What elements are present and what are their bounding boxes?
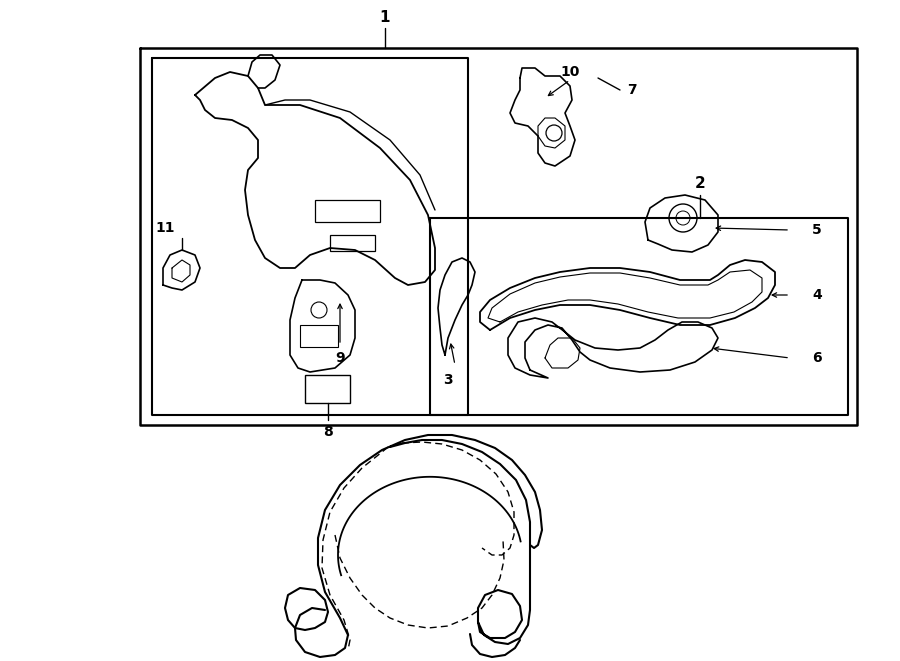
Bar [330,235,375,251]
Text: 10: 10 [561,65,580,79]
Text: 2: 2 [695,176,706,190]
Text: 11: 11 [155,221,175,235]
Bar [315,200,380,222]
Text: 6: 6 [812,351,822,365]
Text: 3: 3 [443,373,453,387]
Text: 5: 5 [812,223,822,237]
Text: 9: 9 [335,351,345,365]
Text: 4: 4 [812,288,822,302]
Bar [305,375,350,403]
Bar [300,325,338,347]
Text: 8: 8 [323,425,333,439]
Text: 1: 1 [380,11,391,26]
Text: 7: 7 [627,83,637,97]
